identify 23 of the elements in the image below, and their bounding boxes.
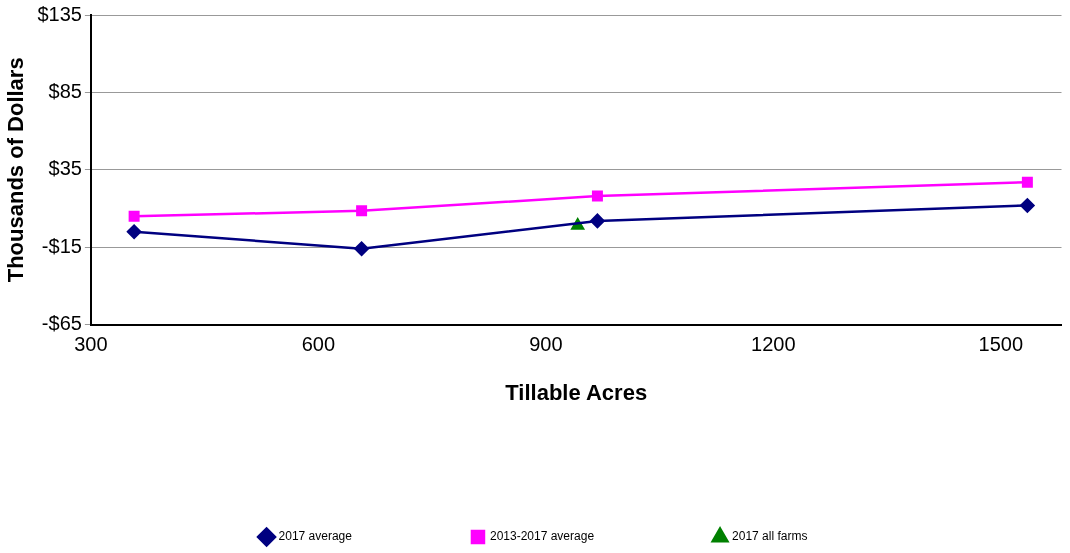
- point: [1021, 176, 1033, 188]
- x-tick-label: 300: [74, 333, 108, 356]
- point: [354, 241, 369, 256]
- legend-label: 2013-2017 average: [489, 529, 595, 544]
- y-tick-label: -$15: [41, 234, 82, 257]
- y-tick-label: -$65: [41, 312, 82, 335]
- x-tick-label: 1200: [751, 333, 796, 356]
- point: [1020, 198, 1035, 213]
- point: [356, 205, 368, 217]
- point: [591, 190, 603, 202]
- point: [128, 210, 140, 222]
- point: [126, 224, 142, 239]
- y-axis-title: Thousands of Dollars: [3, 57, 29, 283]
- y-tick-label: $135: [37, 2, 82, 25]
- y-tick-label: $85: [48, 79, 82, 102]
- point: [590, 213, 605, 229]
- x-tick-label: 600: [301, 333, 336, 356]
- y-tick-label: $35: [48, 157, 82, 180]
- legend-label: 2017 average: [278, 529, 353, 544]
- x-tick-label: 1500: [978, 333, 1024, 356]
- x-axis-title: Tillable Acres: [505, 379, 648, 405]
- x-tick-label: 900: [529, 333, 563, 356]
- legend-label: 2017 all farms: [732, 529, 808, 544]
